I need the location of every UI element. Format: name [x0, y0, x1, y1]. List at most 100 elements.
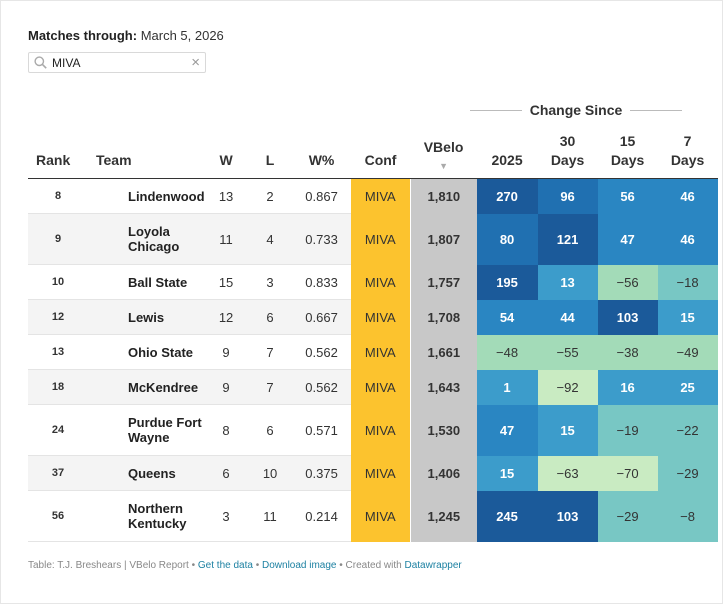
col-w[interactable]: W — [204, 130, 248, 179]
col-conf[interactable]: Conf — [350, 130, 411, 179]
change-2025-cell: −48 — [476, 334, 538, 370]
vbelo-cell: 1,406 — [410, 455, 477, 491]
rank-cell: 9 — [28, 213, 88, 265]
wins-cell: 9 — [204, 334, 248, 370]
col-vbelo-label: VBelo — [423, 139, 464, 155]
close-icon[interactable]: × — [191, 54, 200, 71]
conf-cell: MIVA — [350, 404, 411, 456]
rank-cell: 12 — [28, 299, 88, 335]
change-15-days-cell: 47 — [597, 213, 658, 265]
change-15-days-cell: 16 — [597, 369, 658, 405]
get-data-link[interactable]: Get the data — [197, 560, 253, 571]
change-15-days-cell: −56 — [597, 264, 658, 300]
created-with-text: • Created with — [336, 560, 405, 571]
rank-cell: 8 — [28, 178, 88, 214]
change-2025-cell: 47 — [476, 404, 538, 456]
team-cell: Lindenwood — [88, 178, 205, 214]
change-30-days-cell: 15 — [537, 404, 598, 456]
wins-cell: 13 — [204, 178, 248, 214]
change-7-days-cell: −49 — [657, 334, 718, 370]
vbelo-cell: 1,807 — [410, 213, 477, 265]
col-wpct[interactable]: W% — [292, 130, 351, 179]
table-row: 56 Northern Kentucky 3 11 0.214 MIVA 1,245 245 1… — [28, 490, 718, 542]
matches-through: Matches through: March 5, 2026 — [28, 28, 224, 43]
rank-cell: 56 — [28, 490, 88, 542]
credit-text: Table: T.J. Breshears | VBelo Report • — [28, 560, 198, 571]
table-row: 9 Loyola Chicago 11 4 0.733 MIVA 1,807 80 121 47 4… — [28, 213, 718, 265]
losses-cell: 6 — [247, 404, 293, 456]
change-15-days-cell: 56 — [597, 178, 658, 214]
conf-cell: MIVA — [350, 334, 411, 370]
losses-cell: 4 — [247, 213, 293, 265]
table-row: 18 McKendree 9 7 0.562 MIVA 1,643 1 −92 16 25 — [28, 369, 718, 405]
table-row: 24 Purdue Fort Wayne 8 6 0.571 MIVA 1,530 47 15−… — [28, 404, 718, 456]
search-input[interactable] — [52, 54, 182, 71]
col-rank[interactable]: Rank — [28, 130, 88, 179]
search-icon — [34, 56, 47, 69]
win-pct-cell: 0.214 — [292, 490, 351, 542]
rank-cell: 10 — [28, 264, 88, 300]
change-2025-cell: 80 — [476, 213, 538, 265]
losses-cell: 2 — [247, 178, 293, 214]
source-credit: Table: T.J. Breshears | VBelo Report • G… — [28, 560, 462, 571]
wins-cell: 12 — [204, 299, 248, 335]
change-30-days-cell: 13 — [537, 264, 598, 300]
search-box[interactable]: × — [28, 52, 206, 73]
rankings-table: Rank Team W L W% Conf VBelo ▼ 2025 30 Day… — [28, 130, 718, 542]
change-7-days-cell: 25 — [657, 369, 718, 405]
change-15-days-cell: −29 — [597, 490, 658, 542]
vbelo-cell: 1,661 — [410, 334, 477, 370]
win-pct-cell: 0.375 — [292, 455, 351, 491]
table-row: 8 Lindenwood 13 2 0.867 MIVA 1,810 270 96 56 46 — [28, 178, 718, 214]
conf-cell: MIVA — [350, 178, 411, 214]
change-2025-cell: 195 — [476, 264, 538, 300]
conf-cell: MIVA — [350, 299, 411, 335]
wins-cell: 15 — [204, 264, 248, 300]
sort-down-icon: ▼ — [439, 161, 448, 171]
change-7-days-cell: 46 — [657, 178, 718, 214]
change-15-days-cell: 103 — [597, 299, 658, 335]
change-7-days-cell: 15 — [657, 299, 718, 335]
vbelo-cell: 1,643 — [410, 369, 477, 405]
divider-left — [470, 110, 522, 111]
win-pct-cell: 0.562 — [292, 334, 351, 370]
win-pct-cell: 0.667 — [292, 299, 351, 335]
conf-cell: MIVA — [350, 490, 411, 542]
col-15-days[interactable]: 15 Days — [597, 130, 658, 179]
vbelo-cell: 1,708 — [410, 299, 477, 335]
win-pct-cell: 0.571 — [292, 404, 351, 456]
change-30-days-cell: 44 — [537, 299, 598, 335]
win-pct-cell: 0.562 — [292, 369, 351, 405]
team-cell: Purdue Fort Wayne — [88, 404, 205, 456]
change-2025-cell: 15 — [476, 455, 538, 491]
rank-cell: 24 — [28, 404, 88, 456]
table-row: 10 Ball State 15 3 0.833 MIVA 1,757 195 13 −56 −18 — [28, 264, 718, 300]
losses-cell: 10 — [247, 455, 293, 491]
matches-date: March 5, 2026 — [140, 28, 224, 43]
download-image-link[interactable]: Download image — [262, 560, 337, 571]
change-30-days-cell: 103 — [537, 490, 598, 542]
rank-cell: 13 — [28, 334, 88, 370]
col-7-days[interactable]: 7 Days — [657, 130, 718, 179]
losses-cell: 7 — [247, 369, 293, 405]
col-30-days[interactable]: 30 Days — [537, 130, 598, 179]
change-2025-cell: 270 — [476, 178, 538, 214]
col-vbelo[interactable]: VBelo ▼ — [410, 130, 477, 179]
wins-cell: 8 — [204, 404, 248, 456]
change-15-days-cell: −19 — [597, 404, 658, 456]
col-team[interactable]: Team — [88, 130, 205, 179]
table-row: 37 Queens 6 10 0.375 MIVA 1,406 15 −63 −70 −29 — [28, 455, 718, 491]
team-cell: Lewis — [88, 299, 205, 335]
divider-right — [630, 110, 682, 111]
wins-cell: 11 — [204, 213, 248, 265]
team-cell: Ohio State — [88, 334, 205, 370]
col-2025[interactable]: 2025 — [476, 130, 538, 179]
vbelo-cell: 1,530 — [410, 404, 477, 456]
datawrapper-link[interactable]: Datawrapper — [404, 560, 462, 571]
wins-cell: 3 — [204, 490, 248, 542]
team-cell: McKendree — [88, 369, 205, 405]
col-l[interactable]: L — [247, 130, 293, 179]
change-since-label: Change Since — [523, 102, 629, 118]
change-7-days-cell: −29 — [657, 455, 718, 491]
vbelo-cell: 1,810 — [410, 178, 477, 214]
